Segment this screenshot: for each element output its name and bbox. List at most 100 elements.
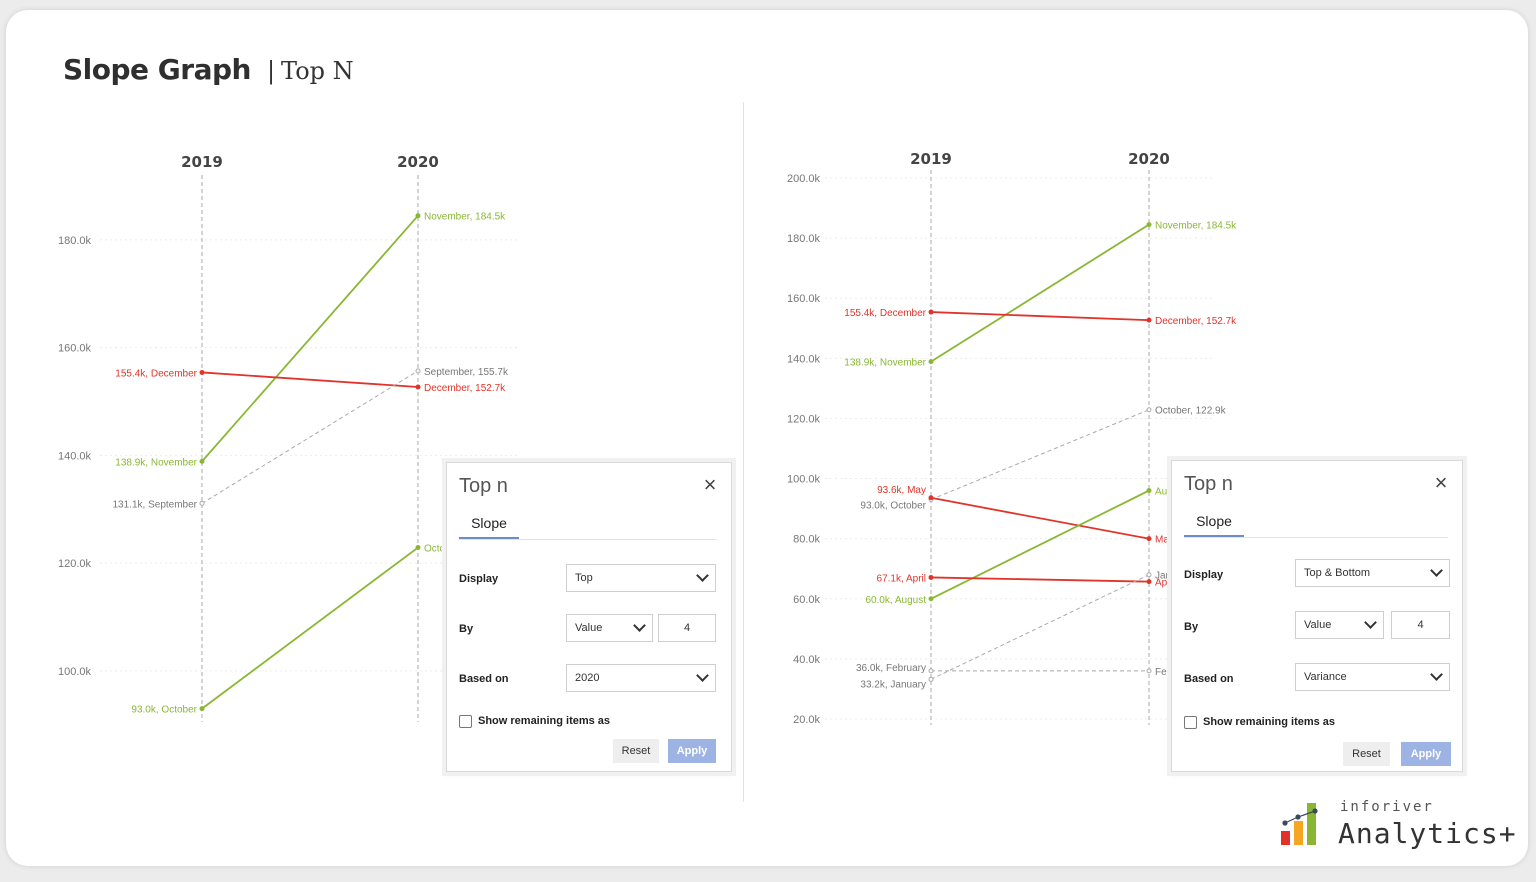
right-data-label: Jan: [1155, 571, 1171, 582]
apply-button[interactable]: Apply: [1401, 742, 1451, 766]
show-remaining-checkbox[interactable]: [459, 715, 472, 728]
series-line-november: [201, 215, 419, 462]
series-line-may: [930, 496, 1150, 540]
data-point: [415, 213, 421, 219]
y-tick-label: 60.0k: [793, 594, 820, 606]
series-line-november: [930, 223, 1150, 363]
tab-slope[interactable]: Slope: [1184, 513, 1244, 538]
by-label: By: [1184, 621, 1199, 633]
left-data-label: 155.4k, December: [115, 368, 197, 379]
left-data-label: 138.9k, November: [115, 457, 197, 468]
data-point: [928, 495, 934, 501]
count-input[interactable]: 4: [658, 614, 716, 642]
logo-small-text: inforiver: [1340, 799, 1434, 815]
by-select[interactable]: Value: [1295, 611, 1384, 639]
chevron-down-icon: [633, 619, 646, 632]
based-on-select[interactable]: 2020: [566, 664, 716, 692]
reset-button[interactable]: Reset: [613, 739, 659, 763]
y-tick-label: 140.0k: [787, 353, 821, 365]
series-line-october: [201, 546, 419, 710]
data-point: [928, 596, 934, 602]
category-header: 2020: [397, 153, 439, 171]
close-icon[interactable]: ×: [1434, 470, 1448, 495]
display-label: Display: [459, 573, 499, 585]
title-main: Slope Graph: [63, 53, 251, 86]
tab-underline: [1184, 537, 1448, 538]
display-value: Top: [575, 572, 593, 584]
chart-divider: [743, 102, 744, 802]
display-select[interactable]: Top: [566, 564, 716, 592]
series-line-january: [930, 574, 1150, 680]
based-on-value: 2020: [575, 672, 600, 684]
right-data-label: Octo: [424, 544, 446, 555]
data-point: [928, 574, 934, 580]
display-value: Top & Bottom: [1304, 567, 1371, 579]
logo-big-text: Analytics+: [1338, 817, 1517, 850]
left-data-label: 33.2k, January: [860, 679, 926, 690]
data-point: [1146, 579, 1152, 585]
close-icon[interactable]: ×: [703, 472, 717, 497]
inforiver-logo: inforiver Analytics+: [1275, 795, 1517, 855]
left-data-label: 93.6k, May: [877, 485, 926, 496]
left-data-label: 155.4k, December: [844, 308, 926, 319]
category-header: 2019: [181, 153, 223, 171]
y-tick-label: 120.0k: [787, 413, 821, 425]
display-select[interactable]: Top & Bottom: [1295, 559, 1450, 587]
title-separator: |: [266, 57, 276, 85]
data-point: [1146, 536, 1152, 542]
right-data-label: December, 152.7k: [424, 383, 506, 394]
page-title: Slope Graph | Top N: [63, 53, 354, 86]
series-line-april: [930, 576, 1150, 583]
right-data-label: Ap: [1155, 578, 1168, 589]
top-n-panel-right: Top n × Slope Display Top & Bottom By Va…: [1171, 460, 1463, 772]
data-point: [199, 369, 205, 375]
left-data-label: 36.0k, February: [856, 663, 926, 674]
data-point: [928, 359, 934, 365]
show-remaining-label: Show remaining items as: [1203, 716, 1336, 728]
data-point: [1146, 317, 1152, 323]
series-line-august: [930, 489, 1150, 600]
data-point: [928, 309, 934, 315]
data-point: [415, 384, 421, 390]
right-data-label: October, 122.9k: [1155, 406, 1227, 417]
based-on-label: Based on: [1184, 673, 1234, 685]
chevron-down-icon: [696, 669, 709, 682]
reset-button[interactable]: Reset: [1343, 742, 1390, 766]
y-tick-label: 200.0k: [787, 173, 821, 185]
based-on-select[interactable]: Variance: [1295, 663, 1450, 691]
right-data-label: September, 155.7k: [424, 367, 509, 378]
y-tick-label: 40.0k: [793, 654, 820, 666]
chevron-down-icon: [1364, 616, 1377, 629]
by-label: By: [459, 623, 474, 635]
report-card: Slope Graph | Top N: [6, 10, 1528, 866]
y-tick-label: 160.0k: [58, 343, 92, 355]
left-data-label: 60.0k, August: [865, 595, 926, 606]
data-point: [199, 706, 205, 712]
panel-title: Top n: [1184, 473, 1233, 495]
chevron-down-icon: [1430, 668, 1443, 681]
data-point: [199, 458, 205, 464]
y-tick-label: 100.0k: [787, 474, 821, 486]
right-data-label: Ma: [1155, 535, 1169, 546]
tab-slope[interactable]: Slope: [459, 515, 519, 540]
by-select[interactable]: Value: [566, 614, 653, 642]
data-point: [928, 676, 934, 682]
data-point: [1146, 222, 1152, 228]
tab-underline: [459, 539, 717, 540]
y-tick-label: 120.0k: [58, 558, 92, 570]
right-data-label: Au: [1155, 487, 1167, 498]
y-tick-label: 80.0k: [793, 534, 820, 546]
count-input[interactable]: 4: [1391, 611, 1450, 639]
data-point: [1146, 572, 1152, 578]
data-point: [1146, 488, 1152, 494]
data-point: [1146, 407, 1152, 413]
apply-button[interactable]: Apply: [668, 739, 716, 763]
show-remaining-checkbox[interactable]: [1184, 716, 1197, 729]
data-point: [1146, 668, 1152, 674]
series-line-september: [201, 370, 419, 504]
based-on-label: Based on: [459, 673, 509, 685]
panel-title: Top n: [459, 475, 508, 497]
title-subtitle: Top N: [281, 57, 354, 85]
right-data-label: Feb: [1155, 667, 1173, 678]
